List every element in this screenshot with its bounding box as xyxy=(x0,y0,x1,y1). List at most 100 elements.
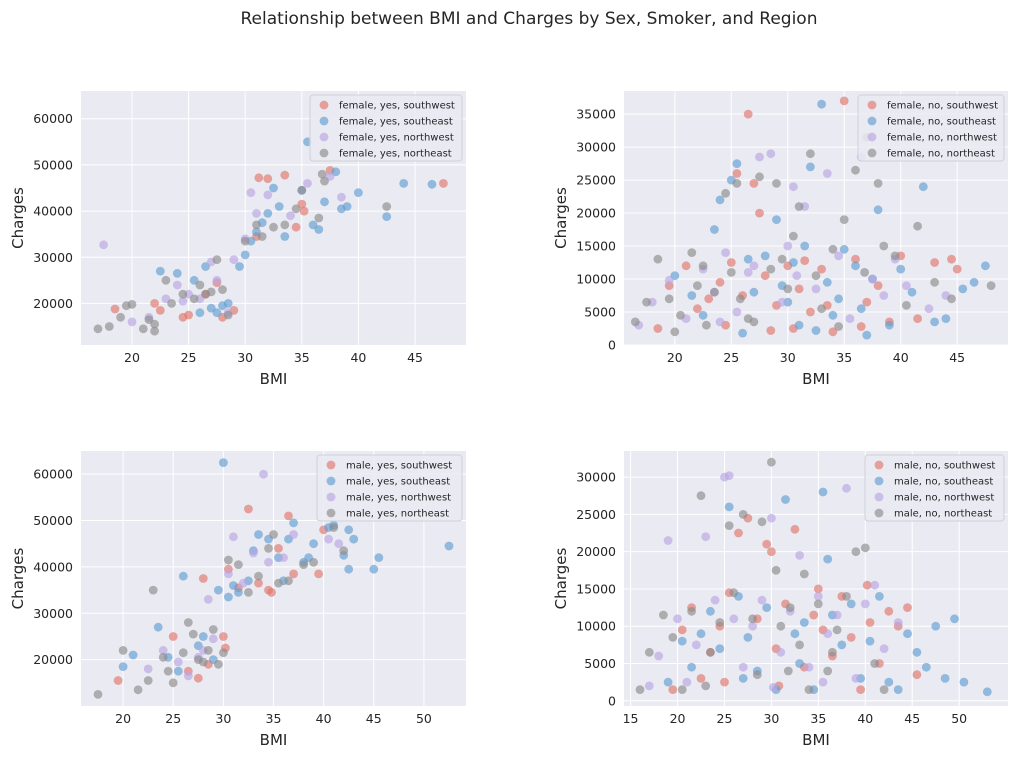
data-point-southeast xyxy=(218,301,227,311)
data-point-northwest xyxy=(767,513,776,523)
y-tick-label: 10000 xyxy=(576,272,616,287)
data-point-southwest xyxy=(930,258,939,267)
data-point-northeast xyxy=(291,204,301,214)
y-tick-label: 10000 xyxy=(576,619,616,634)
x-tick-label: 20 xyxy=(667,350,683,365)
legend: female, no, southwest female, no, southea… xyxy=(857,94,1005,162)
data-point-northwest xyxy=(893,618,903,627)
data-point-northeast xyxy=(771,565,781,575)
data-point-southeast xyxy=(940,674,950,683)
data-point-northwest xyxy=(851,674,861,683)
data-point-southeast xyxy=(806,162,815,172)
data-point-southeast xyxy=(349,534,359,544)
legend-entry: male, no, southwest xyxy=(894,461,995,472)
data-point-northwest xyxy=(822,169,832,178)
data-point-northeast xyxy=(138,324,148,334)
data-point-southeast xyxy=(214,585,223,595)
data-point-southeast xyxy=(173,666,183,676)
data-point-northwest xyxy=(868,274,877,284)
data-point-southeast xyxy=(118,662,128,671)
data-point-southeast xyxy=(320,197,329,207)
data-point-southeast xyxy=(444,541,454,551)
data-point-northeast xyxy=(274,578,283,588)
data-point-northwest xyxy=(334,539,344,549)
legend-box xyxy=(857,94,1005,162)
legend-marker xyxy=(326,460,336,470)
data-point-southeast xyxy=(427,179,437,189)
data-point-northeast xyxy=(161,275,171,285)
data-point-northeast xyxy=(104,322,114,331)
data-point-southwest xyxy=(155,306,165,315)
data-point-southwest xyxy=(809,610,819,620)
x-tick-label: 25 xyxy=(181,350,197,365)
data-point-northwest xyxy=(229,532,238,542)
data-point-southeast xyxy=(732,159,742,169)
data-point-northeast xyxy=(701,681,711,691)
data-point-southeast xyxy=(959,677,969,687)
data-point-southwest xyxy=(254,578,263,588)
data-point-northeast xyxy=(726,268,736,277)
y-tick-label: 20000 xyxy=(33,652,73,667)
legend: male, no, southwest male, no, southeast ma… xyxy=(864,454,1005,522)
data-point-southeast xyxy=(289,518,298,528)
data-point-southwest xyxy=(193,673,203,683)
data-point-northwest xyxy=(811,284,821,294)
x-tick-label: 45 xyxy=(949,350,965,365)
data-point-northeast xyxy=(860,543,870,553)
data-point-northeast xyxy=(280,220,290,230)
subplot-3: 20 25 30 35 40 45 50 20000 30000 40000 50000 60000 B… xyxy=(9,451,466,749)
data-point-southeast xyxy=(772,215,781,225)
data-point-northeast xyxy=(828,647,837,657)
data-point-northwest xyxy=(208,634,218,644)
data-point-southwest xyxy=(767,547,776,557)
legend-marker xyxy=(867,116,877,126)
data-point-northwest xyxy=(776,647,786,657)
y-tick-label: 20000 xyxy=(576,544,616,559)
x-tick-label: 25 xyxy=(165,711,181,726)
data-point-southeast xyxy=(790,629,800,639)
data-point-northeast xyxy=(767,457,776,467)
data-point-southeast xyxy=(930,317,939,327)
x-tick-label: 50 xyxy=(951,711,967,726)
y-axis-label: Charges xyxy=(552,187,570,249)
data-point-southwest xyxy=(274,544,283,553)
legend-entry: female, no, northwest xyxy=(887,133,997,144)
y-axis-label: Charges xyxy=(9,187,27,249)
data-point-northeast xyxy=(687,248,697,257)
y-tick-label: 5000 xyxy=(584,305,616,320)
data-point-southeast xyxy=(263,209,273,218)
x-tick-label: 40 xyxy=(350,350,366,365)
data-point-southeast xyxy=(706,606,715,616)
data-point-southeast xyxy=(918,182,928,192)
data-point-southeast xyxy=(715,644,725,653)
x-axis-label: BMI xyxy=(802,731,830,749)
data-point-northwest xyxy=(823,629,833,639)
data-point-northwest xyxy=(178,296,188,306)
data-point-northwest xyxy=(879,644,889,653)
data-point-northwest xyxy=(813,592,823,601)
legend-marker xyxy=(319,148,329,158)
data-point-northeast xyxy=(299,560,308,569)
data-point-northeast xyxy=(851,547,861,557)
legend-entry: female, yes, southwest xyxy=(339,101,455,112)
x-tick-label: 45 xyxy=(366,711,382,726)
data-point-northwest xyxy=(832,610,842,620)
data-point-northeast xyxy=(776,621,786,631)
data-point-northwest xyxy=(732,307,742,317)
data-point-southeast xyxy=(198,632,208,641)
data-point-northeast xyxy=(986,281,996,290)
data-point-southeast xyxy=(344,525,354,535)
data-point-northeast xyxy=(167,299,177,308)
data-point-southeast xyxy=(982,687,992,697)
data-point-southwest xyxy=(800,256,810,265)
data-point-northeast xyxy=(116,312,125,322)
data-point-southwest xyxy=(856,685,865,694)
data-point-northwest xyxy=(246,188,256,198)
data-point-northwest xyxy=(324,534,333,544)
data-point-northeast xyxy=(143,676,153,685)
data-point-southeast xyxy=(781,495,790,504)
data-point-northwest xyxy=(264,557,273,567)
data-point-southwest xyxy=(873,281,883,290)
data-point-southeast xyxy=(873,205,883,215)
y-tick-label: 40000 xyxy=(33,204,73,219)
